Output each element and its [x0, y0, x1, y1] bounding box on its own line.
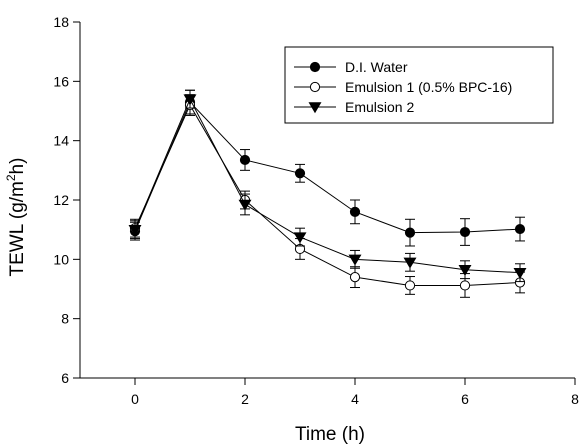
x-tick-label-8: 8	[571, 391, 579, 407]
legend-label-2: Emulsion 1 (0.5% BPC-16)	[345, 79, 512, 95]
series-3-point-2	[238, 199, 252, 211]
series-1-point-5	[404, 227, 416, 238]
x-tick-label-2: 2	[241, 391, 249, 407]
y-axis-label-main: TEWL (g/m	[7, 181, 28, 276]
series-1-line	[134, 101, 521, 234]
series-group	[128, 89, 527, 298]
series-1-point-4	[349, 206, 361, 217]
y-axis-label: TEWL (g/m2h)	[4, 158, 28, 277]
series-3-point-3	[293, 232, 307, 244]
series-3	[128, 89, 527, 283]
legend-box	[284, 46, 554, 124]
series-2-point-5	[404, 280, 416, 291]
series-2-point-6	[459, 280, 471, 291]
x-tick-label-0: 0	[131, 391, 139, 407]
series-1-point-3	[294, 168, 306, 179]
y-axis-label-superscript: 2	[4, 174, 18, 181]
legend-marker-3	[308, 102, 322, 114]
series-3-point-6	[458, 265, 472, 277]
x-tick-label-6: 6	[461, 391, 469, 407]
series-1-point-2	[239, 154, 251, 166]
legend: D.I. Water Emulsion 1 (0.5% BPC-16) Emulsi…	[284, 46, 554, 124]
legend-label-1: D.I. Water	[345, 59, 408, 75]
series-2-line	[134, 103, 521, 286]
series-1-point-7	[514, 223, 526, 235]
series-3-point-1	[183, 94, 197, 106]
tick-marks	[73, 21, 576, 385]
legend-marker-2	[309, 81, 321, 93]
y-tick-label-12: 12	[53, 192, 69, 208]
legend-label-3: Emulsion 2	[345, 99, 414, 115]
y-tick-label-8: 8	[61, 311, 69, 327]
y-tick-label-6: 6	[61, 370, 69, 386]
series-3-point-5	[403, 257, 417, 269]
series-3-line	[134, 97, 521, 274]
x-axis-label: Time (h)	[295, 424, 365, 445]
y-tick-label-10: 10	[53, 251, 69, 267]
series-3-point-7	[513, 267, 527, 279]
series-2-point-4	[349, 272, 361, 283]
series-3-point-4	[348, 254, 362, 266]
y-axis-label-tail: h)	[7, 158, 28, 175]
y-tick-label-14: 14	[53, 133, 69, 149]
legend-marker-1	[309, 61, 321, 73]
y-tick-label-16: 16	[53, 73, 69, 89]
series-2	[129, 94, 526, 298]
x-tick-label-4: 4	[351, 391, 359, 407]
series-1-point-6	[459, 226, 471, 238]
series-3-point-0	[128, 224, 142, 236]
y-tick-label-18: 18	[53, 14, 69, 30]
tick-labels: 6 8 10 12 14 16 18 0 2 4 6 8	[53, 14, 579, 407]
